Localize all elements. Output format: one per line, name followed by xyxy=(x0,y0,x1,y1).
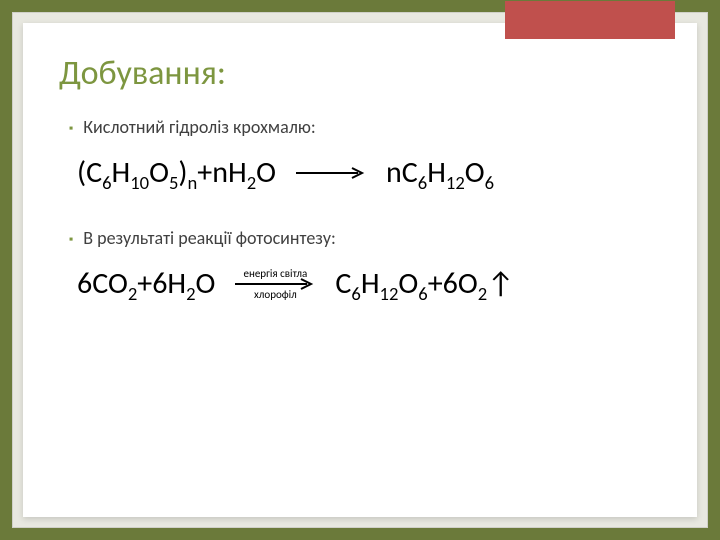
eq-sub: 12 xyxy=(446,171,465,194)
bullet-text-1: Кислотний гідроліз крохмалю: xyxy=(83,116,315,138)
eq-seg: nC xyxy=(386,154,418,191)
slide-content: Добування: ▪ Кислотний гідроліз крохмалю… xyxy=(23,23,697,517)
equation-photosynthesis: 6CO2+6H2O енергія світла хлорофіл C6H12O… xyxy=(77,265,661,302)
eq-seg: C xyxy=(335,265,351,302)
eq-sub: 2 xyxy=(247,171,256,194)
equation-right-side: C6H12O6+6O2↑ xyxy=(335,265,514,302)
eq-seg: +6H xyxy=(137,265,186,302)
eq-seg: +nH xyxy=(197,154,246,191)
bullet-item: ▪ В результаті реакції фотосинтезу: xyxy=(69,227,661,249)
equation-left-side: (C6H10O5)n+nH2O xyxy=(77,154,276,191)
eq-sub: n xyxy=(188,171,198,194)
slide-title: Добування: xyxy=(59,53,661,94)
eq-seg: H xyxy=(112,154,131,191)
eq-sub: 5 xyxy=(169,171,178,194)
eq-sub: 6 xyxy=(351,282,360,305)
bullet-marker-icon: ▪ xyxy=(69,233,73,247)
equation-left-side: 6CO2+6H2O xyxy=(77,265,215,302)
eq-seg: H xyxy=(361,265,380,302)
slide-outer-frame: Добування: ▪ Кислотний гідроліз крохмалю… xyxy=(12,12,708,528)
eq-seg: 6CO xyxy=(77,265,128,302)
reaction-arrow-labeled: енергія світла хлорофіл xyxy=(235,268,315,300)
eq-seg: +6O xyxy=(428,265,478,302)
eq-sub: 6 xyxy=(418,282,427,305)
eq-seg: O xyxy=(256,154,276,191)
eq-sub: 6 xyxy=(102,171,111,194)
gas-arrow-icon: ↑ xyxy=(487,265,514,302)
arrow-bottom-label: хлорофіл xyxy=(254,289,297,300)
eq-sub: 12 xyxy=(380,282,399,305)
decorative-red-block xyxy=(505,1,675,39)
eq-seg: O xyxy=(398,265,418,302)
eq-sub: 2 xyxy=(186,282,195,305)
eq-sub: 10 xyxy=(130,171,149,194)
eq-sub: 6 xyxy=(485,171,494,194)
eq-seg: O xyxy=(196,265,216,302)
reaction-arrow xyxy=(296,166,366,180)
equation-hydrolysis: (C6H10O5)n+nH2O nC6H12O6 xyxy=(77,154,661,191)
equation-right-side: nC6H12O6 xyxy=(386,154,494,191)
eq-seg: (C xyxy=(77,154,102,191)
eq-sub: 2 xyxy=(478,282,487,305)
arrow-icon xyxy=(296,166,366,180)
eq-seg: O xyxy=(149,154,169,191)
eq-sub: 2 xyxy=(128,282,137,305)
eq-seg: H xyxy=(427,154,446,191)
eq-seg: O xyxy=(465,154,485,191)
bullet-marker-icon: ▪ xyxy=(69,122,73,136)
bullet-text-2: В результаті реакції фотосинтезу: xyxy=(83,227,336,249)
eq-seg: ) xyxy=(178,154,187,191)
eq-sub: 6 xyxy=(418,171,427,194)
bullet-item: ▪ Кислотний гідроліз крохмалю: xyxy=(69,116,661,138)
